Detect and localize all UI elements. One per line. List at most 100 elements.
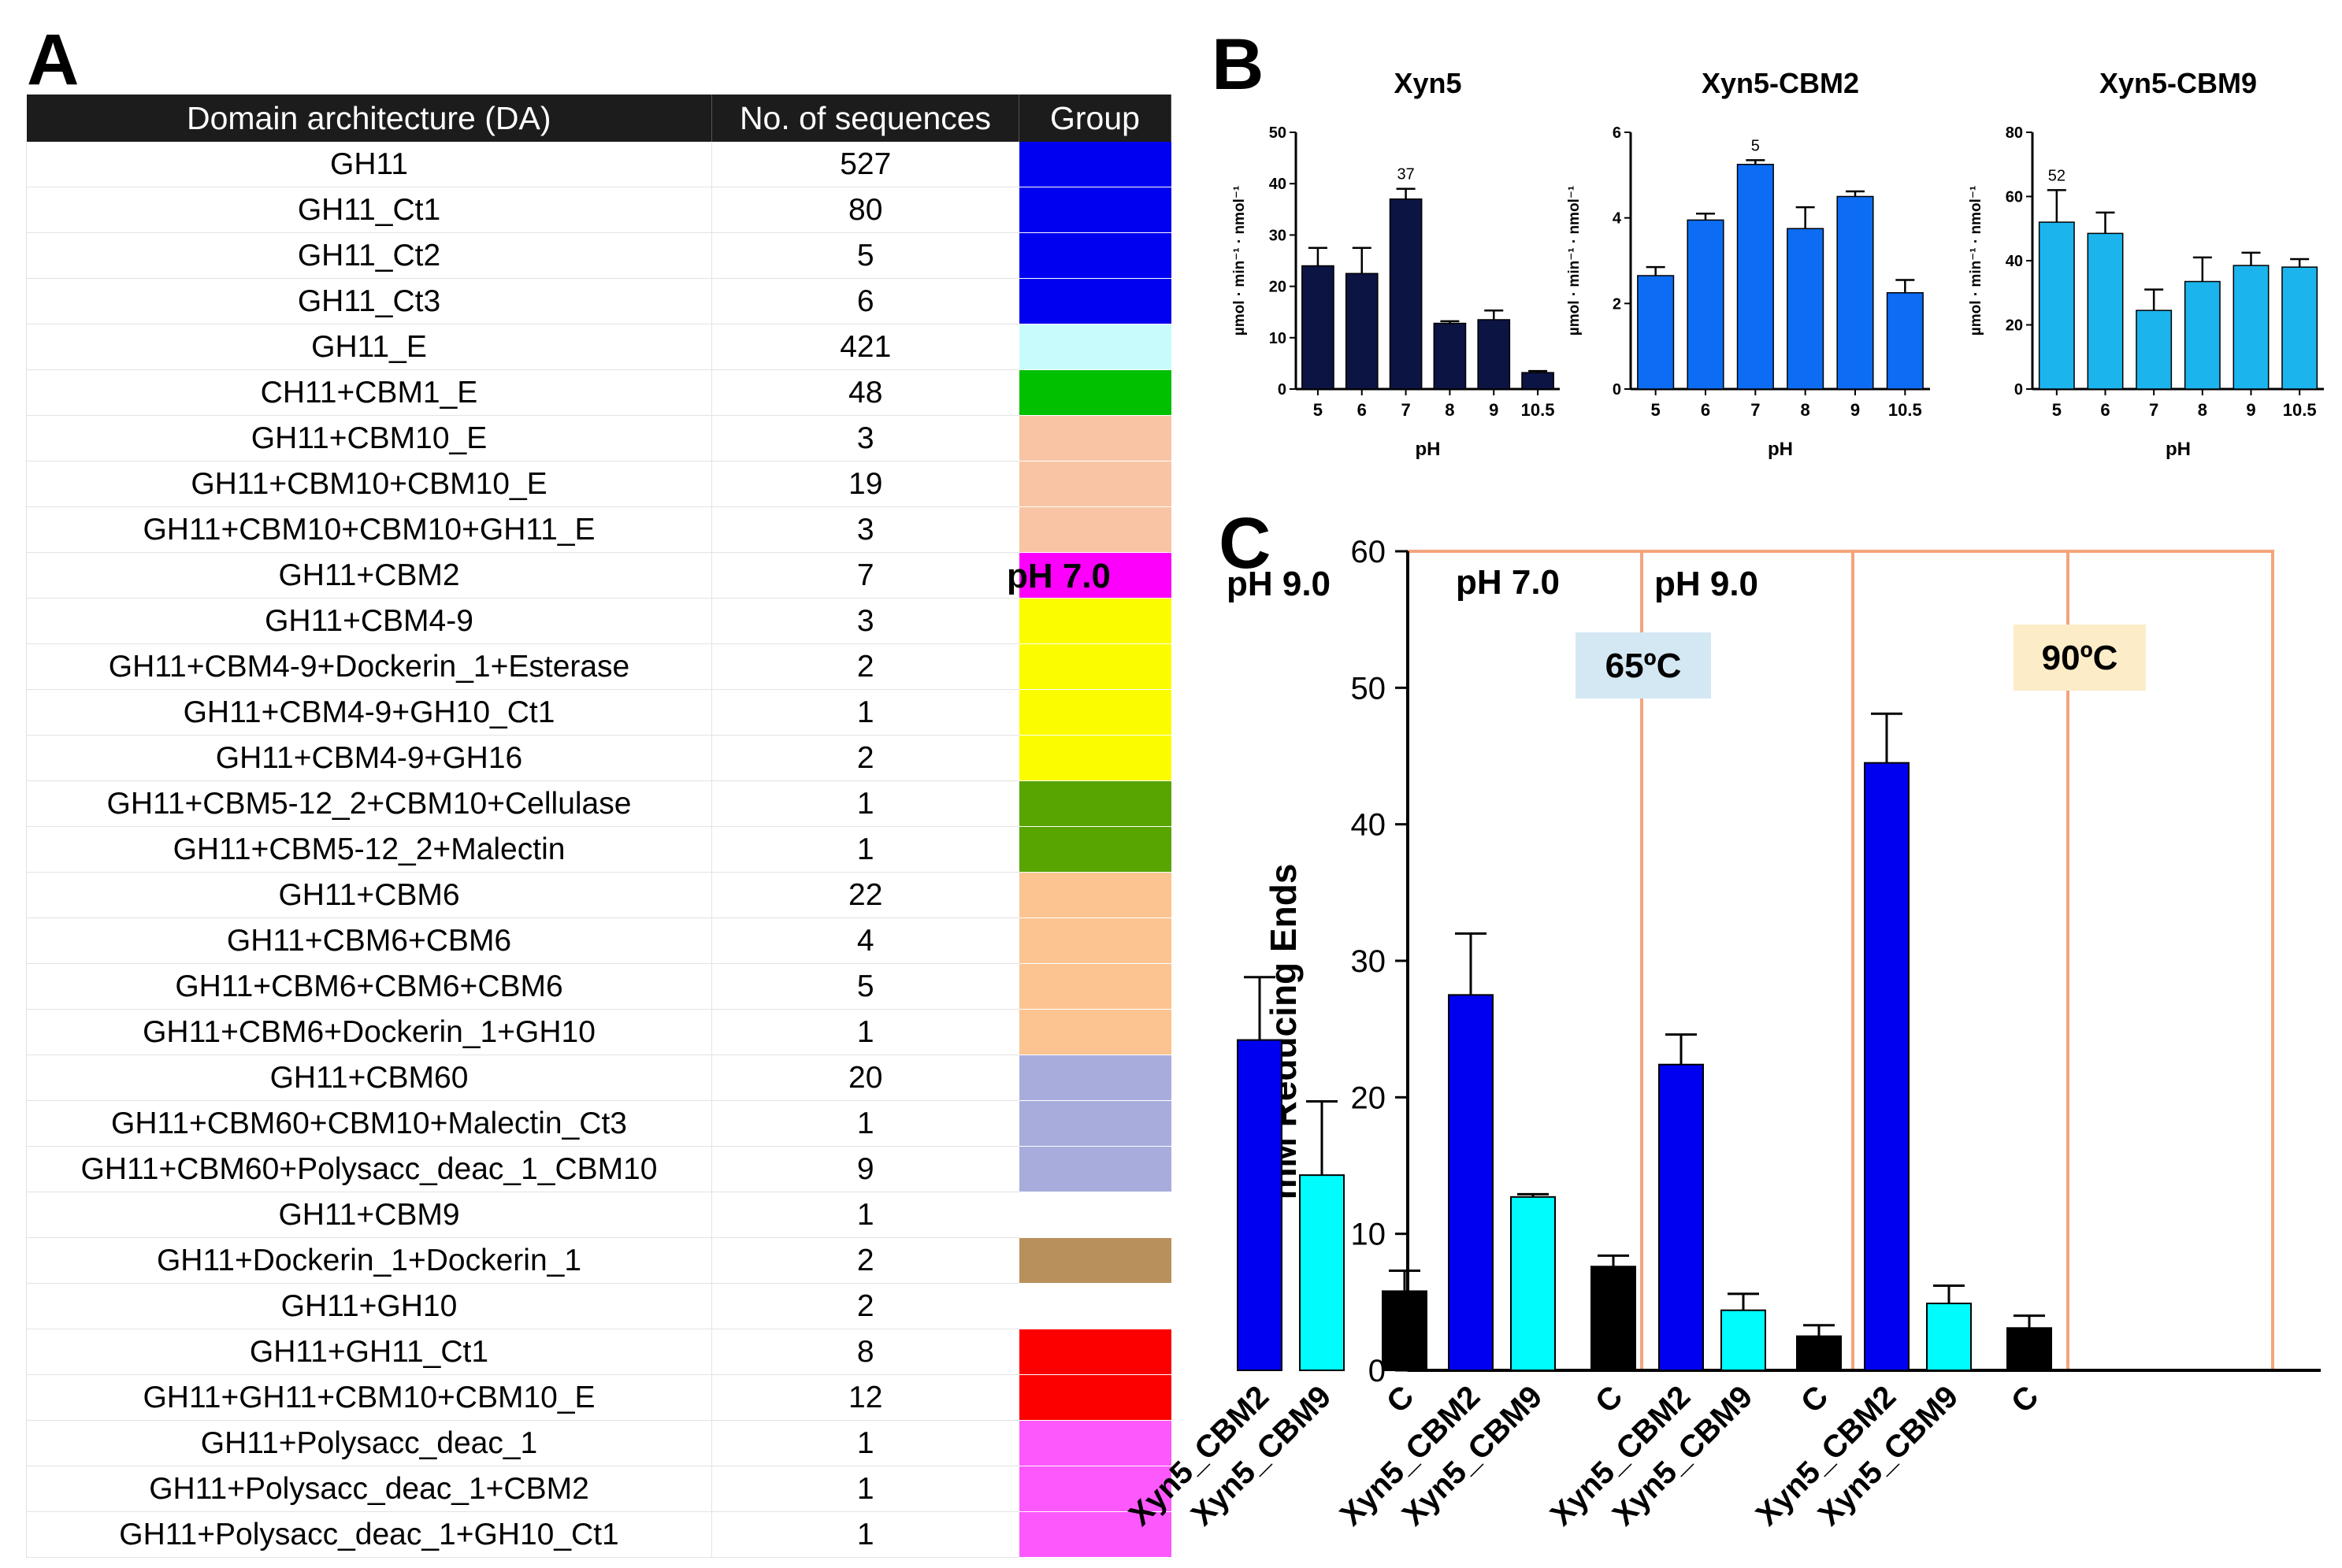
sequence-count-cell: 3: [711, 506, 1019, 553]
domain-architecture-cell: GH11+CBM10+CBM10_E: [26, 461, 712, 507]
y-tick-label: 0: [1613, 381, 1621, 398]
group-color-swatch: [1019, 872, 1171, 918]
domain-architecture-cell: GH11+CBM4-9+Dockerin_1+Esterase: [26, 643, 712, 690]
chart-xyn5: Xyn5 0 10 20 30 40 50 5 6 7 37 8 9 10.5 pH µmol · min⁻¹…: [1231, 67, 1560, 460]
sequence-count-cell: 20: [711, 1055, 1019, 1101]
table-row: GH11 527: [26, 142, 1171, 187]
table-row: GH11_Ct2 5: [26, 232, 1171, 279]
domain-architecture-cell: GH11+CBM60+CBM10+Malectin_Ct3: [26, 1100, 712, 1147]
group-color-swatch: [1019, 415, 1171, 462]
y-tick-label: 20: [1269, 279, 1286, 296]
sequence-count-cell: 3: [711, 598, 1019, 644]
condition-ph-label: pH 9.0: [1227, 565, 1331, 603]
domain-architecture-cell: GH11+GH11+CBM10+CBM10_E: [26, 1374, 712, 1421]
condition-ph-label: pH 9.0: [1654, 565, 1758, 603]
x-tick-label: C: [2005, 1379, 2046, 1420]
bar: [1433, 322, 1467, 390]
header-group: Group: [1019, 95, 1171, 142]
group-color-swatch: [1019, 643, 1171, 690]
y-tick-label: 4: [1613, 210, 1622, 228]
chart-title: Xyn5-CBM9: [2099, 67, 2257, 99]
table-row: GH11+CBM6+Dockerin_1+GH10 1: [26, 1009, 1171, 1055]
bar: [2184, 280, 2221, 390]
table-row: GH11+CBM9 1: [26, 1192, 1171, 1238]
table-row: GH11+Polysacc_deac_1 1: [26, 1420, 1171, 1466]
x-tick-label: C: [1795, 1379, 1835, 1420]
group-color-swatch: [1019, 232, 1171, 279]
y-tick-label: 0: [1368, 1354, 1386, 1388]
sequence-count-cell: 1: [711, 1420, 1019, 1466]
sequence-count-cell: 22: [711, 872, 1019, 918]
domain-architecture-cell: GH11+CBM4-9+GH16: [26, 735, 712, 781]
group-color-swatch: [1019, 735, 1171, 781]
domain-architecture-cell: GH11+Polysacc_deac_1+GH10_Ct1: [26, 1511, 712, 1558]
table-row: GH11+CBM10+CBM10_E 19: [26, 461, 1171, 507]
bar-value-annotation: 37: [1397, 166, 1414, 183]
bar: [1836, 195, 1874, 390]
sequence-count-cell: 2: [711, 643, 1019, 690]
sequence-count-cell: 1: [711, 1100, 1019, 1147]
bar: [1345, 272, 1379, 390]
sequence-count-cell: 1: [711, 1192, 1019, 1238]
y-axis-label: µmol · min⁻¹ · nmol⁻¹: [1231, 186, 1248, 335]
x-tick-label: 10.5: [2283, 400, 2317, 420]
sequence-count-cell: 421: [711, 324, 1019, 370]
temperature-label: 90ºC: [2042, 639, 2118, 677]
group-color-swatch: [1019, 506, 1171, 553]
sequence-count-cell: 5: [711, 232, 1019, 279]
domain-architecture-cell: GH11+CBM6+CBM6+CBM6: [26, 963, 712, 1010]
bar: [1658, 1063, 1704, 1371]
group-color-swatch: [1019, 1283, 1171, 1329]
x-tick-label: 6: [1701, 400, 1710, 420]
panel-label-a: A: [27, 20, 80, 100]
table-row: GH11+GH11+CBM10+CBM10_E 12: [26, 1374, 1171, 1421]
bar: [1448, 994, 1494, 1371]
x-tick-label: 7: [1750, 400, 1760, 420]
bar: [2281, 266, 2318, 390]
domain-architecture-cell: GH11+Polysacc_deac_1: [26, 1420, 712, 1466]
sequence-count-cell: 12: [711, 1374, 1019, 1421]
sequence-count-cell: 1: [711, 689, 1019, 736]
domain-architecture-cell: GH11+CBM6: [26, 872, 712, 918]
table-row: GH11+CBM6+CBM6+CBM6 5: [26, 963, 1171, 1010]
bar: [2087, 232, 2124, 390]
domain-architecture-cell: GH11+CBM5-12_2+CBM10+Cellulase: [26, 780, 712, 827]
table-row: GH11+CBM60+CBM10+Malectin_Ct3 1: [26, 1100, 1171, 1147]
table-row: GH11+CBM6+CBM6 4: [26, 917, 1171, 964]
y-tick-label: 20: [1351, 1081, 1386, 1115]
group-color-swatch: [1019, 598, 1171, 644]
sequence-count-cell: 527: [711, 142, 1019, 187]
domain-architecture-cell: GH11+CBM2: [26, 552, 712, 599]
domain-architecture-cell: GH11: [26, 142, 712, 187]
table-row: GH11+CBM4-9+GH16 2: [26, 735, 1171, 781]
sequence-count-cell: 7: [711, 552, 1019, 599]
table-row: GH11+CBM4-9 3: [26, 598, 1171, 644]
x-axis-label: pH: [1768, 439, 1793, 460]
x-tick-label: 10.5: [1888, 400, 1922, 420]
table-row: GH11+Dockerin_1+Dockerin_1 2: [26, 1237, 1171, 1284]
x-tick-label: 9: [1850, 400, 1860, 420]
y-tick-label: 50: [1269, 124, 1286, 142]
y-tick-label: 0: [2014, 381, 2023, 398]
sequence-count-cell: 3: [711, 415, 1019, 462]
group-color-swatch: [1019, 1420, 1171, 1466]
bar: [1301, 265, 1334, 390]
sequence-count-cell: 8: [711, 1329, 1019, 1375]
panel-label-b: B: [1212, 24, 1264, 105]
y-tick-label: 40: [1269, 176, 1286, 193]
table-row: GH11+GH10 2: [26, 1283, 1171, 1329]
y-tick-label: 40: [2006, 253, 2023, 270]
y-tick-label: 10: [1269, 330, 1286, 347]
bar-value-annotation: 5: [1751, 137, 1760, 154]
domain-architecture-cell: GH11_E: [26, 324, 712, 370]
table-row: GH11+CBM4-9+Dockerin_1+Esterase 2: [26, 643, 1171, 690]
table-header-row: Domain architecture (DA) No. of sequence…: [26, 95, 1171, 142]
group-color-swatch: [1019, 369, 1171, 416]
group-color-swatch: [1019, 1146, 1171, 1192]
sequence-count-cell: 1: [711, 1511, 1019, 1558]
temperature-badge: [1576, 632, 1711, 699]
domain-architecture-cell: GH11+Dockerin_1+Dockerin_1: [26, 1237, 712, 1284]
domain-architecture-table: Domain architecture (DA) No. of sequence…: [26, 95, 1171, 1558]
x-tick-label: C: [1380, 1379, 1421, 1420]
